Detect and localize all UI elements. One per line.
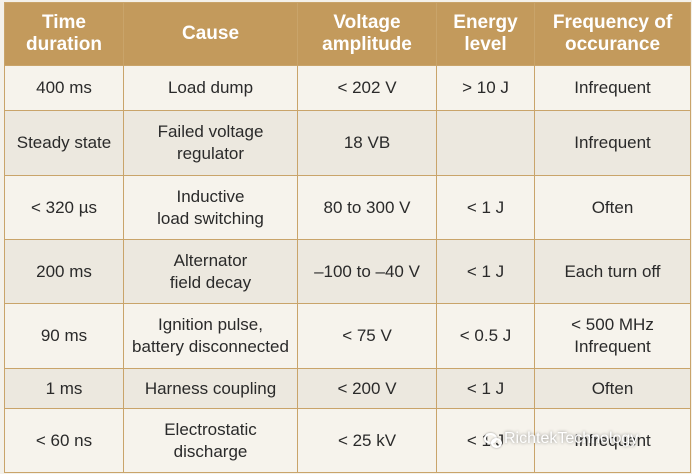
cell-time-duration: 90 ms xyxy=(4,303,124,369)
watermark-text: RichtekTechnology xyxy=(504,430,639,447)
header-cause: Cause xyxy=(123,2,298,66)
cell-frequency: Infrequent xyxy=(534,110,691,176)
cell-voltage: 80 to 300 V xyxy=(297,175,437,240)
cell-cause: Load dump xyxy=(123,65,298,111)
cell-frequency: Often xyxy=(534,368,691,409)
table-row: < 320 µs Inductive load switching 80 to … xyxy=(4,175,691,240)
table-row: < 60 ns Electrostatic discharge < 25 kV … xyxy=(4,408,691,473)
cell-cause: Inductive load switching xyxy=(123,175,298,240)
cell-time-duration: Steady state xyxy=(4,110,124,176)
table-row: 90 ms Ignition pulse, battery disconnect… xyxy=(4,303,691,369)
cell-energy: < 0.5 J xyxy=(436,303,535,369)
cell-frequency: Infrequent xyxy=(534,65,691,111)
cell-voltage: –100 to –40 V xyxy=(297,239,437,304)
cell-voltage: 18 VB xyxy=(297,110,437,176)
cell-voltage: < 202 V xyxy=(297,65,437,111)
cell-voltage: < 75 V xyxy=(297,303,437,369)
header-voltage-amplitude: Voltage amplitude xyxy=(297,2,437,66)
cell-time-duration: 1 ms xyxy=(4,368,124,409)
cell-time-duration: 400 ms xyxy=(4,65,124,111)
cell-cause: Electrostatic discharge xyxy=(123,408,298,473)
table-row: 200 ms Alternator field decay –100 to –4… xyxy=(4,239,691,304)
cell-cause: Ignition pulse, battery disconnected xyxy=(123,303,298,369)
cell-cause: Alternator field decay xyxy=(123,239,298,304)
cell-energy: < 1 J xyxy=(436,239,535,304)
table-row: 400 ms Load dump < 202 V > 10 J Infreque… xyxy=(4,65,691,111)
cell-cause: Harness coupling xyxy=(123,368,298,409)
header-row: Time duration Cause Voltage amplitude En… xyxy=(4,2,691,66)
cell-energy: > 10 J xyxy=(436,65,535,111)
wechat-icon xyxy=(484,432,502,448)
cell-frequency: Often xyxy=(534,175,691,240)
cell-cause: Failed voltage regulator xyxy=(123,110,298,176)
table-row: Steady state Failed voltage regulator 18… xyxy=(4,110,691,176)
cell-energy: < 1 J xyxy=(436,175,535,240)
cell-voltage: < 25 kV xyxy=(297,408,437,473)
header-frequency: Frequency of occurance xyxy=(534,2,691,66)
watermark: RichtekTechnology xyxy=(484,430,638,448)
cell-frequency: < 500 MHz Infrequent xyxy=(534,303,691,369)
table-row: 1 ms Harness coupling < 200 V < 1 J Ofte… xyxy=(4,368,691,409)
cell-time-duration: < 320 µs xyxy=(4,175,124,240)
cell-time-duration: < 60 ns xyxy=(4,408,124,473)
header-energy-level: Energy level xyxy=(436,2,535,66)
cell-frequency: Each turn off xyxy=(534,239,691,304)
cell-time-duration: 200 ms xyxy=(4,239,124,304)
cell-frequency: Infrequent xyxy=(534,408,691,473)
cell-energy: < 1 J xyxy=(436,368,535,409)
cell-voltage: < 200 V xyxy=(297,368,437,409)
cell-energy xyxy=(436,110,535,176)
header-time-duration: Time duration xyxy=(4,2,124,66)
transient-table: Time duration Cause Voltage amplitude En… xyxy=(4,2,691,473)
